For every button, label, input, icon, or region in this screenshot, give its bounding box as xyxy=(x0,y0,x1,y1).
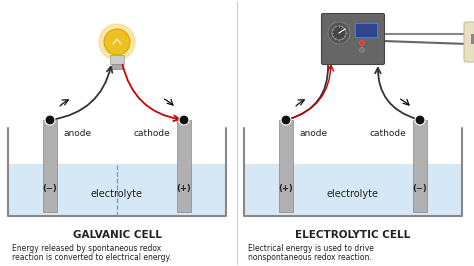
Circle shape xyxy=(99,24,135,60)
Text: reaction is converted to electrical energy.: reaction is converted to electrical ener… xyxy=(12,253,171,262)
Bar xyxy=(245,164,461,215)
Text: (−): (−) xyxy=(413,184,428,193)
Circle shape xyxy=(45,115,55,125)
Text: (+): (+) xyxy=(177,184,191,193)
Text: electrolyte: electrolyte xyxy=(327,189,379,199)
Text: Energy released by spontaneous redox: Energy released by spontaneous redox xyxy=(12,244,161,253)
Circle shape xyxy=(359,40,365,45)
Bar xyxy=(357,25,375,35)
Circle shape xyxy=(179,115,189,125)
Text: cathode: cathode xyxy=(369,128,406,138)
Text: anode: anode xyxy=(64,128,92,138)
Bar xyxy=(112,64,122,69)
Circle shape xyxy=(415,115,425,125)
Text: (−): (−) xyxy=(43,184,57,193)
Bar xyxy=(43,120,57,212)
FancyBboxPatch shape xyxy=(321,14,384,64)
Text: GALVANIC CELL: GALVANIC CELL xyxy=(73,230,162,240)
Text: electrolyte: electrolyte xyxy=(91,189,143,199)
Circle shape xyxy=(332,26,346,40)
Circle shape xyxy=(359,48,365,52)
Circle shape xyxy=(328,22,350,44)
Bar xyxy=(413,120,427,212)
Text: cathode: cathode xyxy=(133,128,170,138)
Text: (+): (+) xyxy=(279,184,293,193)
Bar xyxy=(177,120,191,212)
Bar xyxy=(471,34,474,44)
Text: Electrical energy is used to drive: Electrical energy is used to drive xyxy=(248,244,374,253)
Circle shape xyxy=(281,115,291,125)
Text: nonspontaneous redox reaction.: nonspontaneous redox reaction. xyxy=(248,253,372,262)
Text: ELECTROLYTIC CELL: ELECTROLYTIC CELL xyxy=(295,230,410,240)
Circle shape xyxy=(104,29,130,55)
Bar xyxy=(9,164,225,215)
Bar xyxy=(355,23,377,37)
Text: anode: anode xyxy=(300,128,328,138)
FancyBboxPatch shape xyxy=(464,22,474,62)
Bar xyxy=(279,120,293,212)
Bar xyxy=(110,55,124,64)
